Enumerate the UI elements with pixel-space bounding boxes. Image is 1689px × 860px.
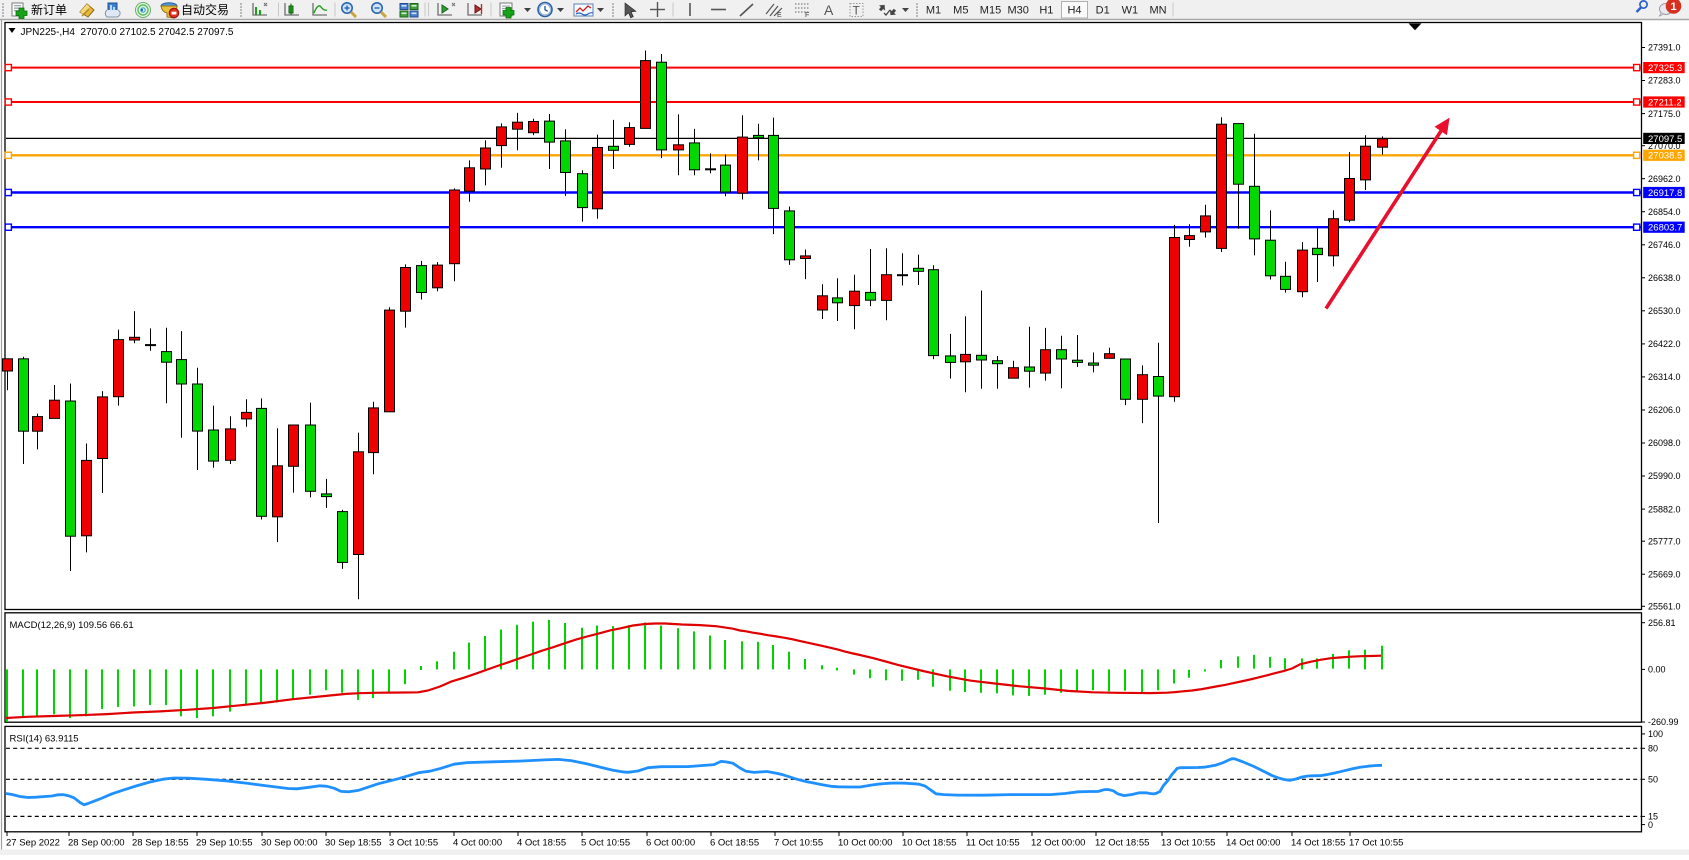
svg-text:H4: H4 [1067,5,1081,17]
svg-text:26638.0: 26638.0 [1648,273,1681,283]
svg-text:JPN225-,H4 27070.0 27102.5 27: JPN225-,H4 27070.0 27102.5 27042.5 27097… [21,27,234,38]
svg-text:D1: D1 [1096,5,1110,17]
svg-text:27391.0: 27391.0 [1648,43,1681,53]
svg-text:M15: M15 [980,5,1001,17]
svg-text:26530.0: 26530.0 [1648,306,1681,316]
svg-text:3 Oct 10:55: 3 Oct 10:55 [389,838,438,849]
svg-text:F: F [805,12,809,19]
svg-text:0.00: 0.00 [1648,665,1666,675]
svg-text:26422.0: 26422.0 [1648,339,1681,349]
svg-text:MN: MN [1149,5,1166,17]
svg-text:25777.0: 25777.0 [1648,536,1681,546]
svg-text:14 Oct 00:00: 14 Oct 00:00 [1226,838,1280,849]
svg-text:26098.0: 26098.0 [1648,438,1681,448]
svg-text:-260.99: -260.99 [1648,717,1679,727]
svg-text:27283.0: 27283.0 [1648,76,1681,86]
svg-text:30 Sep 00:00: 30 Sep 00:00 [261,838,318,849]
svg-text:13 Oct 10:55: 13 Oct 10:55 [1161,838,1215,849]
svg-text:E: E [777,12,782,19]
svg-text:25669.0: 25669.0 [1648,569,1681,579]
svg-text:17 Oct 10:55: 17 Oct 10:55 [1349,838,1403,849]
svg-text:27038.5: 27038.5 [1648,151,1682,162]
svg-text:12 Oct 18:55: 12 Oct 18:55 [1095,838,1149,849]
svg-text:26746.0: 26746.0 [1648,240,1681,250]
svg-text:MACD(12,26,9) 109.56 66.61: MACD(12,26,9) 109.56 66.61 [10,620,134,631]
svg-text:1: 1 [1670,1,1676,13]
svg-text:5 Oct 10:55: 5 Oct 10:55 [581,838,630,849]
svg-text:27211.2: 27211.2 [1648,97,1682,108]
svg-text:M5: M5 [953,5,968,17]
svg-text:80: 80 [1648,744,1658,754]
svg-text:7 Oct 10:55: 7 Oct 10:55 [774,838,823,849]
svg-text:26854.0: 26854.0 [1648,207,1681,217]
svg-text:M30: M30 [1007,5,1028,17]
svg-text:15: 15 [1648,812,1658,822]
svg-text:25990.0: 25990.0 [1648,471,1681,481]
svg-text:28 Sep 00:00: 28 Sep 00:00 [68,838,125,849]
svg-text:26803.7: 26803.7 [1648,223,1682,234]
svg-text:自动交易: 自动交易 [181,2,229,17]
svg-text:27175.0: 27175.0 [1648,109,1681,119]
svg-text:27070.0: 27070.0 [1648,141,1681,151]
svg-text:26917.8: 26917.8 [1648,188,1682,199]
svg-text:26962.0: 26962.0 [1648,174,1681,184]
svg-text:27097.5: 27097.5 [1648,134,1682,145]
svg-text:6 Oct 18:55: 6 Oct 18:55 [710,838,759,849]
svg-text:10 Oct 18:55: 10 Oct 18:55 [902,838,956,849]
svg-text:30 Sep 18:55: 30 Sep 18:55 [325,838,382,849]
svg-text:0: 0 [1648,820,1653,830]
svg-text:27 Sep 2022: 27 Sep 2022 [6,838,60,849]
svg-text:14 Oct 18:55: 14 Oct 18:55 [1291,838,1345,849]
svg-text:A: A [824,2,834,18]
svg-text:26314.0: 26314.0 [1648,372,1681,382]
svg-text:T: T [853,4,861,18]
svg-text:25561.0: 25561.0 [1648,602,1681,612]
svg-text:50: 50 [1648,775,1658,785]
svg-text:29 Sep 10:55: 29 Sep 10:55 [196,838,253,849]
svg-text:H1: H1 [1039,5,1053,17]
svg-text:M1: M1 [926,5,941,17]
svg-text:11 Oct 10:55: 11 Oct 10:55 [966,838,1020,849]
svg-text:28 Sep 18:55: 28 Sep 18:55 [132,838,189,849]
svg-text:256.81: 256.81 [1648,618,1676,628]
svg-text:100: 100 [1648,729,1663,739]
svg-text:W1: W1 [1122,5,1139,17]
svg-text:6 Oct 00:00: 6 Oct 00:00 [646,838,695,849]
svg-text:新订单: 新订单 [31,2,67,17]
svg-text:RSI(14) 63.9115: RSI(14) 63.9115 [10,734,79,745]
svg-text:4 Oct 00:00: 4 Oct 00:00 [453,838,502,849]
svg-text:25882.0: 25882.0 [1648,504,1681,514]
svg-text:10 Oct 00:00: 10 Oct 00:00 [838,838,892,849]
svg-text:12 Oct 00:00: 12 Oct 00:00 [1031,838,1085,849]
svg-text:26206.0: 26206.0 [1648,405,1681,415]
svg-text:4 Oct 18:55: 4 Oct 18:55 [517,838,566,849]
svg-text:27325.3: 27325.3 [1648,63,1682,74]
